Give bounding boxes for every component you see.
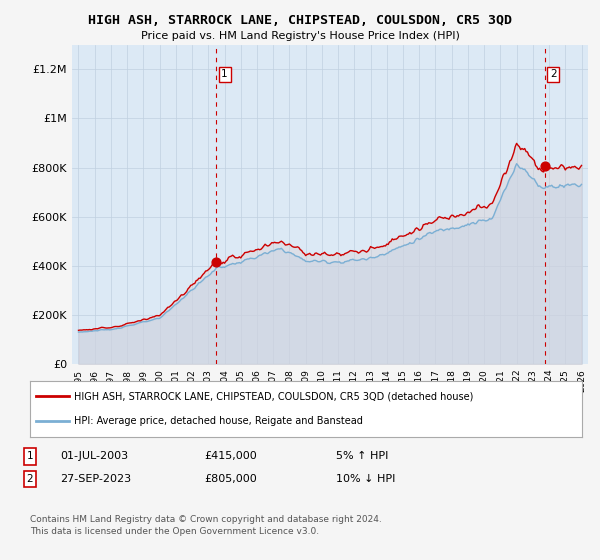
Text: 2: 2 — [26, 474, 34, 484]
Text: £805,000: £805,000 — [204, 474, 257, 484]
Text: 01-JUL-2003: 01-JUL-2003 — [60, 451, 128, 461]
Text: 1: 1 — [221, 69, 228, 80]
Text: 5% ↑ HPI: 5% ↑ HPI — [336, 451, 388, 461]
Text: Contains HM Land Registry data © Crown copyright and database right 2024.: Contains HM Land Registry data © Crown c… — [30, 515, 382, 524]
Text: 1: 1 — [26, 451, 34, 461]
Text: HIGH ASH, STARROCK LANE, CHIPSTEAD, COULSDON, CR5 3QD: HIGH ASH, STARROCK LANE, CHIPSTEAD, COUL… — [88, 14, 512, 27]
Text: £415,000: £415,000 — [204, 451, 257, 461]
Text: HPI: Average price, detached house, Reigate and Banstead: HPI: Average price, detached house, Reig… — [74, 416, 363, 426]
Text: HIGH ASH, STARROCK LANE, CHIPSTEAD, COULSDON, CR5 3QD (detached house): HIGH ASH, STARROCK LANE, CHIPSTEAD, COUL… — [74, 391, 473, 402]
Point — [212, 258, 221, 267]
Text: Price paid vs. HM Land Registry's House Price Index (HPI): Price paid vs. HM Land Registry's House … — [140, 31, 460, 41]
Text: 2: 2 — [550, 69, 556, 80]
Point — [540, 162, 550, 171]
Text: This data is licensed under the Open Government Licence v3.0.: This data is licensed under the Open Gov… — [30, 528, 319, 536]
Text: 10% ↓ HPI: 10% ↓ HPI — [336, 474, 395, 484]
Text: 27-SEP-2023: 27-SEP-2023 — [60, 474, 131, 484]
